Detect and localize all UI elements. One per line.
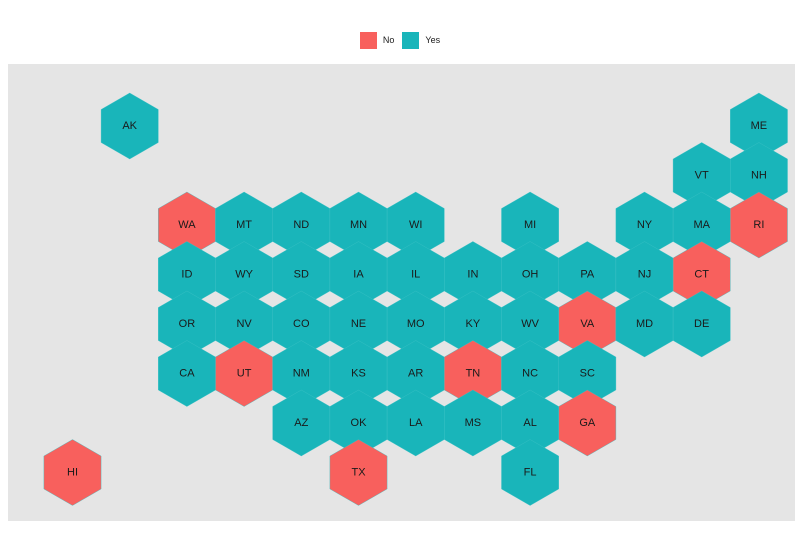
state-label: ND xyxy=(293,219,309,231)
state-label: ID xyxy=(181,269,192,281)
hex-shape xyxy=(672,290,731,358)
state-label: CT xyxy=(694,269,709,281)
state-hex-co: CO xyxy=(272,290,331,358)
state-label: TX xyxy=(351,467,366,479)
legend-label-no: No xyxy=(382,35,395,45)
state-label: MI xyxy=(524,219,536,231)
state-label: UT xyxy=(237,368,252,380)
state-label: NY xyxy=(637,219,653,231)
state-hex-ky: KY xyxy=(444,290,502,358)
state-label: NV xyxy=(236,318,252,330)
state-hex-md: MD xyxy=(615,290,674,358)
state-hex-az: AZ xyxy=(272,389,331,457)
state-label: LA xyxy=(409,417,423,429)
state-hex-ca: CA xyxy=(158,340,216,407)
state-hex-ak: AK xyxy=(100,92,159,160)
legend-swatch-no xyxy=(359,31,377,49)
state-label: NC xyxy=(522,368,538,380)
state-hex-sd: SD xyxy=(272,241,331,308)
state-label: AZ xyxy=(294,417,308,429)
state-label: WA xyxy=(178,219,196,231)
state-label: OR xyxy=(179,318,196,330)
state-label: HI xyxy=(67,467,78,479)
state-label: IL xyxy=(411,269,420,281)
state-label: IN xyxy=(467,269,478,281)
state-label: AR xyxy=(408,368,423,380)
hex-shape xyxy=(329,439,388,506)
legend-label-yes: Yes xyxy=(425,35,441,45)
map-panel: AK ME VT NH WA MT ND MN WI MI NY MA RI ID WY SD IA IL IN OH… xyxy=(8,64,795,521)
state-hex-ga: GA xyxy=(558,389,617,457)
hex-map: AK ME VT NH WA MT ND MN WI MI NY MA RI ID WY SD IA IL IN OH… xyxy=(43,92,788,506)
state-label: NE xyxy=(351,318,366,330)
state-label: PA xyxy=(580,269,595,281)
state-label: OH xyxy=(522,269,539,281)
state-label: WV xyxy=(521,318,539,330)
state-hex-pa: PA xyxy=(558,241,617,308)
legend: No Yes xyxy=(0,30,800,50)
hex-shape xyxy=(501,439,559,506)
state-label: NM xyxy=(293,368,310,380)
state-hex-ms: MS xyxy=(444,389,502,457)
state-label: OK xyxy=(351,417,368,429)
state-label: NH xyxy=(751,170,767,182)
state-hex-ny: NY xyxy=(615,191,674,259)
state-label: IA xyxy=(353,269,364,281)
state-label: DE xyxy=(694,318,709,330)
state-hex-wi: WI xyxy=(386,191,445,259)
state-label: SC xyxy=(580,368,595,380)
state-label: GA xyxy=(579,417,596,429)
state-label: VT xyxy=(695,170,709,182)
state-label: VA xyxy=(580,318,595,330)
state-label: NJ xyxy=(638,269,651,281)
state-label: CA xyxy=(179,368,195,380)
state-label: MA xyxy=(693,219,710,231)
state-label: TN xyxy=(466,368,481,380)
state-label: MS xyxy=(465,417,482,429)
hex-shape xyxy=(100,92,159,160)
state-label: KS xyxy=(351,368,366,380)
state-hex-la: LA xyxy=(386,389,445,457)
state-hex-or: OR xyxy=(158,290,216,358)
state-label: RI xyxy=(753,219,764,231)
state-hex-tx: TX xyxy=(329,439,388,506)
hex-shape xyxy=(558,389,617,457)
state-hex-ri: RI xyxy=(730,191,788,259)
state-label: CO xyxy=(293,318,310,330)
state-label: MO xyxy=(407,318,425,330)
hex-shape xyxy=(43,439,102,506)
state-hex-wy: WY xyxy=(215,241,273,308)
state-hex-mo: MO xyxy=(386,290,445,358)
state-hex-me: ME xyxy=(730,92,788,160)
state-label: SD xyxy=(294,269,309,281)
state-hex-ut: UT xyxy=(215,340,273,407)
state-hex-oh: OH xyxy=(501,241,559,308)
state-hex-mi: MI xyxy=(501,191,559,259)
legend-item-yes: Yes xyxy=(402,31,441,49)
state-label: KY xyxy=(466,318,481,330)
state-label: MT xyxy=(236,219,252,231)
state-label: MN xyxy=(350,219,367,231)
state-hex-fl: FL xyxy=(501,439,559,506)
state-hex-sc: SC xyxy=(558,340,617,407)
state-hex-hi: HI xyxy=(43,439,102,506)
state-label: MD xyxy=(636,318,653,330)
legend-swatch-yes xyxy=(402,31,420,49)
legend-item-no: No xyxy=(359,31,395,49)
state-label: WY xyxy=(235,269,253,281)
state-label: AL xyxy=(523,417,536,429)
state-hex-de: DE xyxy=(672,290,731,358)
hex-shape xyxy=(730,191,788,259)
state-hex-vt: VT xyxy=(672,142,731,209)
state-label: AK xyxy=(122,120,137,132)
state-label: FL xyxy=(524,467,537,479)
state-hex-ok: OK xyxy=(329,389,388,457)
state-label: ME xyxy=(751,120,768,132)
state-label: WI xyxy=(409,219,422,231)
